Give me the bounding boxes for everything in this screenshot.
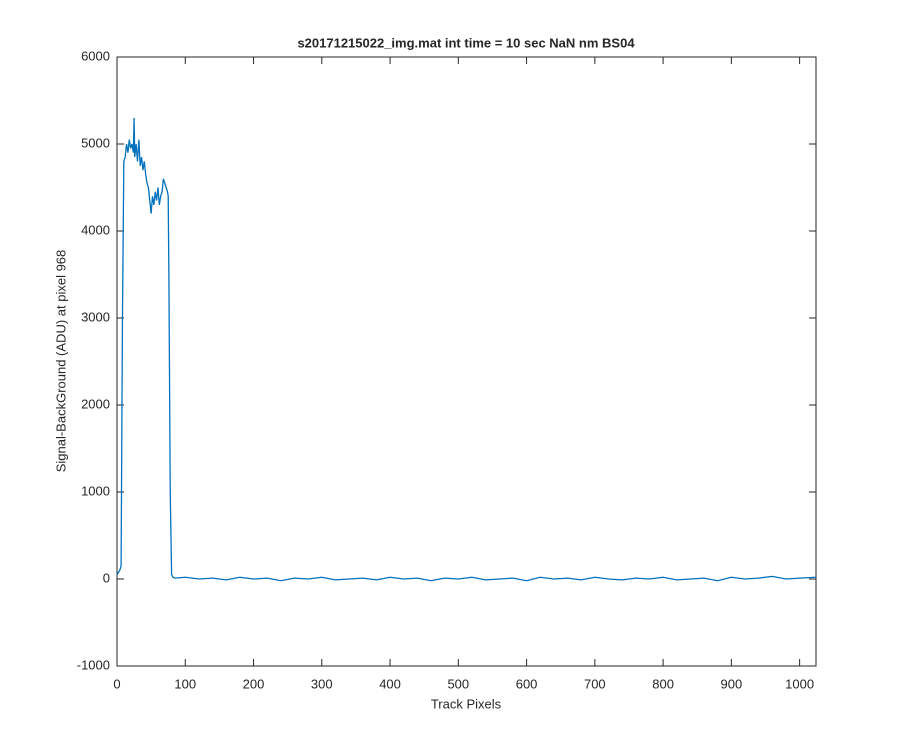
x-tick-label: 600 — [516, 676, 538, 691]
data-line — [116, 117, 817, 582]
x-tick-label: 1000 — [785, 676, 814, 691]
y-tick-label: 2000 — [81, 396, 110, 411]
x-tick-label: 500 — [447, 676, 469, 691]
x-tick-label: 400 — [379, 676, 401, 691]
x-tick-label: 200 — [243, 676, 265, 691]
x-tick-label: 0 — [113, 676, 120, 691]
y-tick-label: 6000 — [81, 48, 110, 63]
y-axis-label: Signal-BackGround (ADU) at pixel 968 — [53, 250, 68, 473]
y-tick-label: 3000 — [81, 309, 110, 324]
x-tick-label: 800 — [652, 676, 674, 691]
y-tick-label: 4000 — [81, 222, 110, 237]
x-axis-label: Track Pixels — [431, 696, 502, 711]
y-tick-label: 5000 — [81, 135, 110, 150]
plot-area — [116, 56, 817, 667]
x-tick-label: 100 — [174, 676, 196, 691]
x-tick-label: 900 — [721, 676, 743, 691]
y-tick-label: 1000 — [81, 483, 110, 498]
x-tick-label: 700 — [584, 676, 606, 691]
x-tick-label: 300 — [311, 676, 333, 691]
chart-title: s20171215022_img.mat int time = 10 sec N… — [297, 35, 635, 50]
y-tick-label: -1000 — [77, 657, 110, 672]
y-tick-label: 0 — [103, 570, 110, 585]
